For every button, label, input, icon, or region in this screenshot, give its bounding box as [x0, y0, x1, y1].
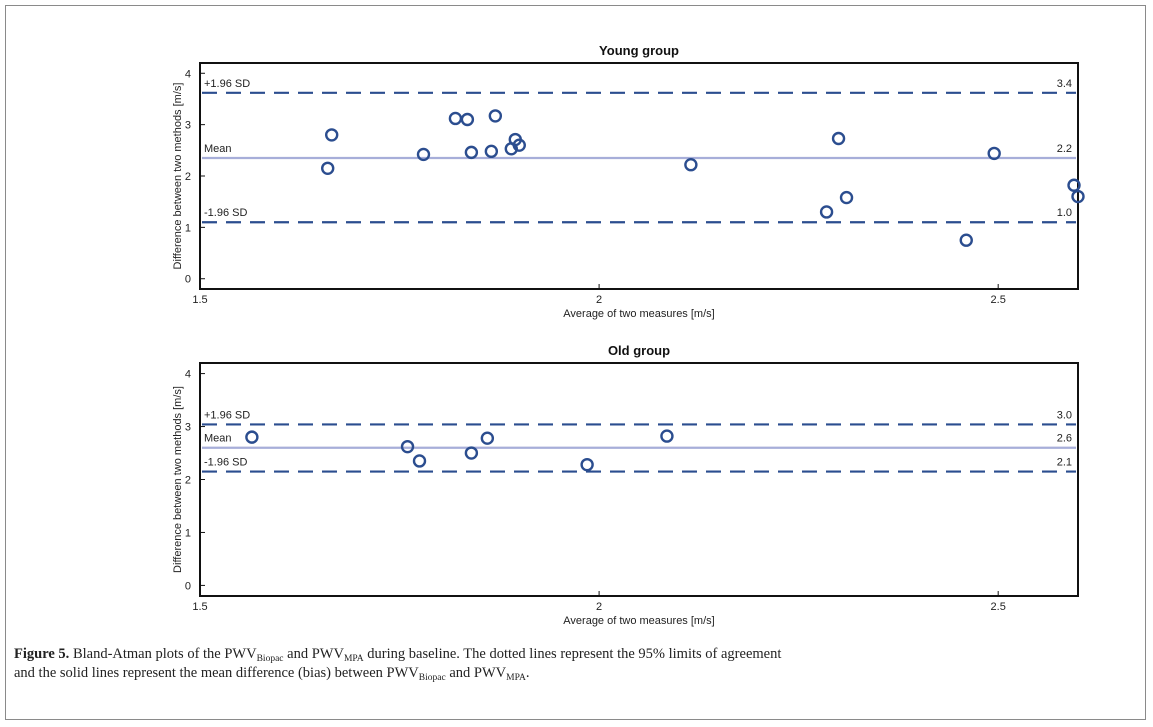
data-point [416, 147, 431, 162]
data-point [1067, 178, 1081, 192]
caption-text: and the solid lines represent the mean d… [14, 665, 419, 681]
x-axis-label: Average of two measures [m/s] [563, 308, 714, 320]
y-tick-label: 3 [185, 422, 191, 434]
data-point [684, 157, 698, 172]
caption-subscript: MPA [506, 673, 526, 683]
x-tick-label: 2 [596, 294, 602, 306]
data-point [959, 233, 973, 247]
upper-loa-value: 3.4 [1057, 78, 1072, 90]
data-point [987, 146, 1001, 161]
data-point [245, 430, 259, 444]
lower-loa-value: 1.0 [1057, 207, 1072, 219]
y-tick-label: 2 [185, 171, 191, 183]
lower-loa-label: -1.96 SD [204, 207, 247, 219]
y-tick-label: 0 [185, 580, 191, 592]
lower-loa-value: 2.1 [1057, 457, 1072, 469]
x-tick-label: 1.5 [192, 601, 207, 613]
data-point [1071, 189, 1085, 204]
data-point [819, 205, 834, 219]
figure-caption: Figure 5. Bland-Atman plots of the PWVBi… [14, 645, 1139, 683]
caption-text: Bland-Atman plots of the PWV [69, 646, 257, 662]
data-point [484, 144, 499, 159]
caption-text: during baseline. The dotted lines repres… [363, 646, 782, 662]
y-axis-label: Difference between two methods [m/s] [172, 386, 184, 573]
upper-loa-label: +1.96 SD [204, 409, 250, 421]
caption-subscript: MPA [343, 654, 364, 664]
y-tick-label: 0 [185, 274, 191, 286]
data-point [448, 111, 463, 126]
x-tick-label: 2.5 [991, 294, 1006, 306]
figure-frame [5, 5, 1146, 720]
young-group-panel: Young group Difference between two metho… [172, 43, 1085, 320]
y-tick-label: 1 [185, 222, 191, 234]
data-point [480, 431, 495, 445]
panel-title: Old group [608, 343, 670, 358]
mean-label: Mean [204, 143, 232, 155]
data-point [325, 128, 339, 142]
mean-label: Mean [204, 433, 232, 445]
data-point [839, 190, 854, 205]
upper-loa-value: 3.0 [1057, 409, 1072, 421]
mean-value: 2.2 [1057, 143, 1072, 155]
data-point [580, 457, 594, 472]
caption-subscript: Biopac [418, 673, 446, 683]
y-tick-label: 4 [185, 369, 191, 381]
plot-area [199, 362, 1079, 597]
caption-subscript: Biopac [256, 654, 284, 664]
data-point [321, 161, 335, 175]
x-axis-label: Average of two measures [m/s] [563, 615, 714, 627]
data-point [412, 454, 427, 468]
y-axis-label: Difference between two methods [m/s] [172, 83, 184, 270]
plot-area [199, 62, 1079, 290]
y-tick-label: 1 [185, 527, 191, 539]
caption-text: and PWV [445, 665, 507, 681]
data-point [400, 439, 415, 454]
data-point [488, 109, 503, 123]
data-point [512, 138, 526, 152]
x-tick-label: 2 [596, 601, 602, 613]
lower-loa-label: -1.96 SD [204, 457, 247, 469]
y-tick-label: 4 [185, 68, 191, 80]
caption-label: Figure 5. [14, 646, 70, 662]
data-point [660, 429, 674, 443]
y-tick-label: 2 [185, 475, 191, 487]
old-group-panel: Old group Difference between two methods… [172, 343, 1079, 627]
mean-value: 2.6 [1057, 433, 1072, 445]
panel-title: Young group [599, 43, 679, 58]
data-point [464, 145, 479, 160]
caption-text: . [525, 665, 530, 681]
x-tick-label: 1.5 [192, 294, 207, 306]
data-point [831, 131, 846, 146]
data-point [464, 446, 479, 460]
data-point [460, 112, 475, 127]
upper-loa-label: +1.96 SD [204, 78, 250, 90]
caption-text: and PWV [283, 646, 344, 662]
y-tick-label: 3 [185, 120, 191, 132]
x-tick-label: 2.5 [991, 601, 1006, 613]
